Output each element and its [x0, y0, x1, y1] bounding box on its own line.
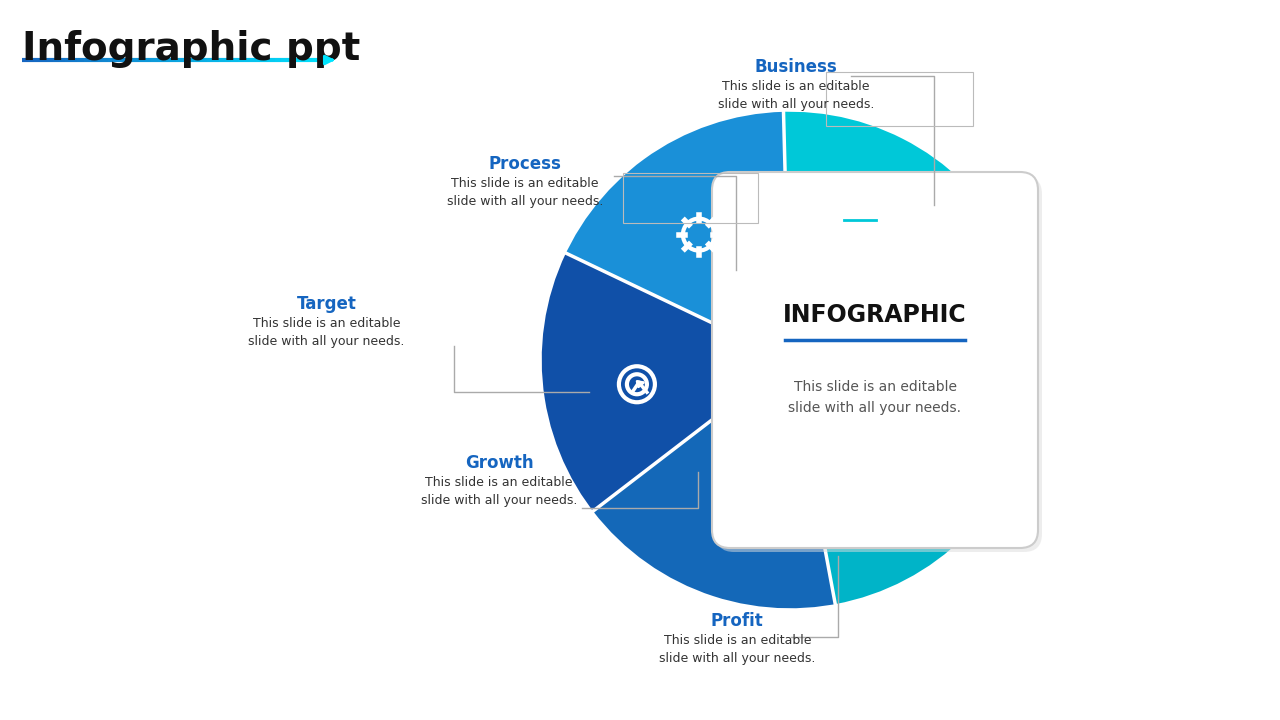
Wedge shape [790, 360, 1036, 606]
Wedge shape [540, 253, 790, 532]
Text: Process: Process [489, 155, 561, 173]
Text: This slide is an editable
slide with all your needs.: This slide is an editable slide with all… [659, 634, 815, 665]
Bar [730, 510, 739, 523]
Text: INFOGRAPHIC: INFOGRAPHIC [783, 303, 966, 327]
FancyBboxPatch shape [844, 208, 877, 236]
Text: This slide is an editable
slide with all your needs.: This slide is an editable slide with all… [718, 80, 874, 111]
Wedge shape [758, 110, 1010, 360]
Text: Target: Target [297, 295, 356, 313]
Circle shape [692, 229, 705, 240]
Wedge shape [554, 110, 790, 360]
Text: Infographic ppt: Infographic ppt [22, 30, 360, 68]
FancyBboxPatch shape [712, 172, 1038, 548]
Bar [740, 503, 748, 523]
Bar [623, 173, 758, 223]
Text: Business: Business [755, 58, 837, 76]
Text: Profit: Profit [710, 612, 764, 630]
Wedge shape [591, 360, 861, 610]
Bar [750, 495, 758, 523]
Text: This slide is an editable
slide with all your needs.: This slide is an editable slide with all… [248, 318, 404, 348]
Bar [826, 72, 973, 126]
Text: This slide is an editable
slide with all your needs.: This slide is an editable slide with all… [447, 177, 603, 208]
Text: This slide is an editable
slide with all your needs.: This slide is an editable slide with all… [421, 476, 577, 507]
Text: Growth: Growth [465, 454, 534, 472]
FancyBboxPatch shape [716, 176, 1042, 552]
Text: This slide is an editable
slide with all your needs.: This slide is an editable slide with all… [788, 380, 961, 415]
Text: $: $ [892, 460, 906, 479]
